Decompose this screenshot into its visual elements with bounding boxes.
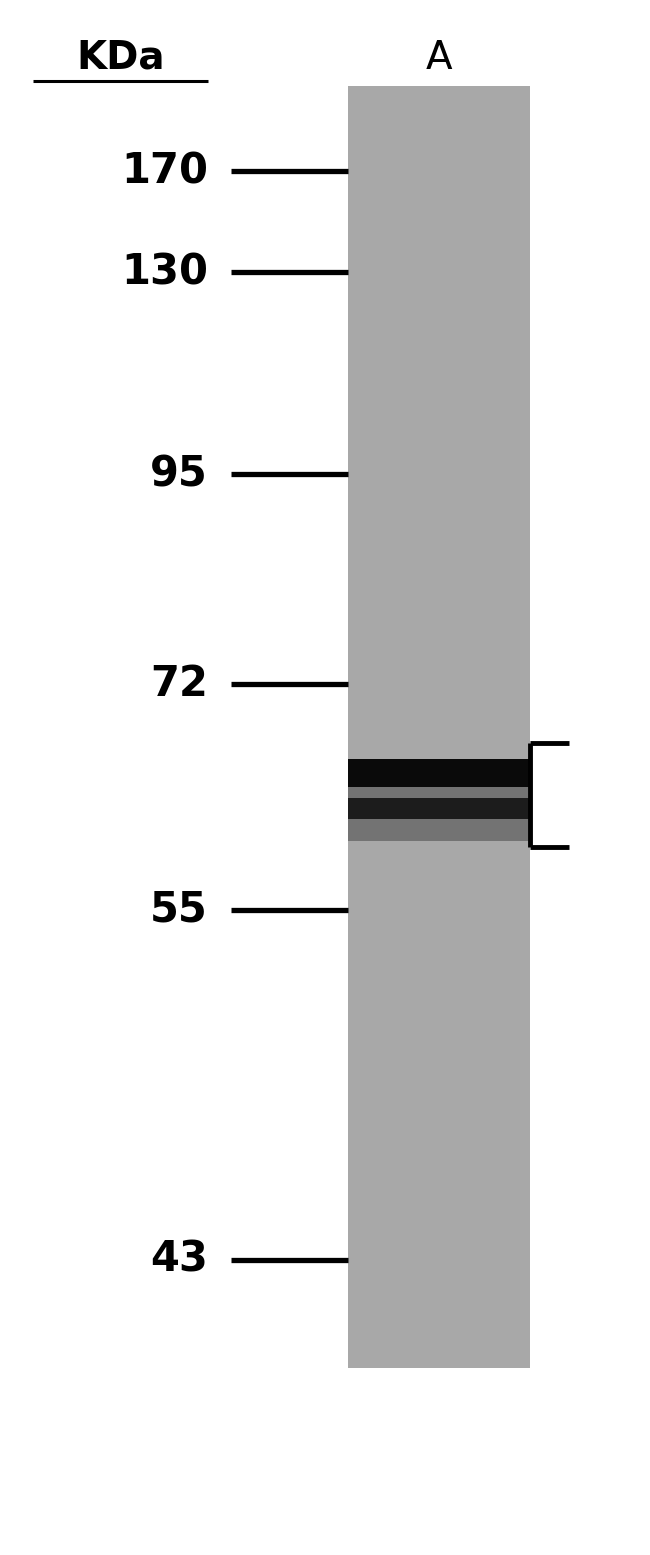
Text: KDa: KDa <box>76 39 164 76</box>
Bar <box>348 773 530 841</box>
Bar <box>348 86 530 1368</box>
Text: 55: 55 <box>150 888 208 931</box>
Text: A: A <box>426 39 452 76</box>
Text: 43: 43 <box>150 1238 208 1281</box>
Text: 170: 170 <box>121 149 208 193</box>
Bar <box>348 798 530 819</box>
Bar <box>348 759 530 787</box>
Text: 72: 72 <box>150 662 208 706</box>
Text: 130: 130 <box>121 250 208 294</box>
Text: 95: 95 <box>150 453 208 496</box>
